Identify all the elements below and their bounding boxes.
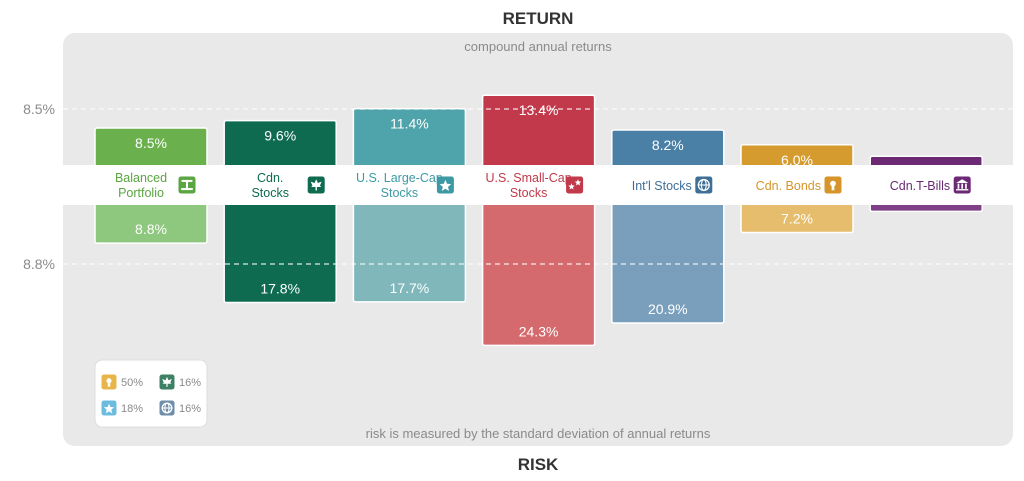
risk-data-label: 20.9%	[648, 301, 688, 317]
risk-data-label: 17.7%	[390, 280, 430, 296]
portfolio-icon	[178, 176, 196, 194]
category-label: Stocks	[251, 186, 289, 200]
legend-label: 50%	[121, 377, 143, 389]
category-label: Stocks	[381, 186, 419, 200]
return-data-label: 13.4%	[519, 102, 559, 118]
category-label: U.S. Large-Cap	[356, 171, 443, 185]
return-data-label: 9.6%	[264, 128, 296, 144]
maple-leaf-icon	[307, 176, 325, 194]
risk-data-label: 8.8%	[135, 221, 167, 237]
return-data-label: 8.5%	[135, 135, 167, 151]
x-axis-label: RISK	[518, 455, 559, 474]
category-label: Stocks	[510, 186, 548, 200]
category-label: Balanced	[115, 171, 167, 185]
bond-icon	[101, 374, 117, 390]
star-icon	[101, 400, 117, 416]
reference-label-risk: 8.8%	[23, 256, 55, 272]
return-data-label: 6.0%	[781, 152, 813, 168]
chart-subtitle: compound annual returns	[464, 39, 612, 54]
maple-leaf-icon	[159, 374, 175, 390]
legend-box	[94, 359, 208, 428]
category-label: Portfolio	[118, 186, 164, 200]
globe-icon	[159, 400, 175, 416]
star-icon	[436, 176, 454, 194]
reference-label-return: 8.5%	[23, 101, 55, 117]
stars-icon	[566, 176, 584, 194]
category-label: U.S. Small-Cap	[486, 171, 572, 185]
category-label: Int'l Stocks	[632, 179, 692, 193]
category-label: Cdn. Bonds	[756, 179, 821, 193]
bond-icon	[824, 176, 842, 194]
legend-label: 18%	[121, 403, 143, 415]
chart-footnote: risk is measured by the standard deviati…	[366, 426, 711, 441]
return-data-label: 11.4%	[390, 116, 429, 132]
risk-data-label: 24.3%	[519, 323, 559, 339]
legend-label: 16%	[179, 403, 201, 415]
return-data-label: 8.2%	[652, 137, 684, 153]
risk-data-label: 17.8%	[260, 280, 300, 296]
bank-icon	[953, 176, 971, 194]
category-label-band	[0, 165, 1024, 205]
globe-icon	[695, 176, 713, 194]
chart-title: RETURN	[503, 9, 574, 28]
risk-data-label: 7.2%	[781, 211, 813, 227]
risk-bar	[481, 184, 596, 347]
category-label: Cdn.T-Bills	[890, 179, 950, 193]
legend-label: 16%	[179, 377, 201, 389]
category-label: Cdn.	[257, 171, 283, 185]
